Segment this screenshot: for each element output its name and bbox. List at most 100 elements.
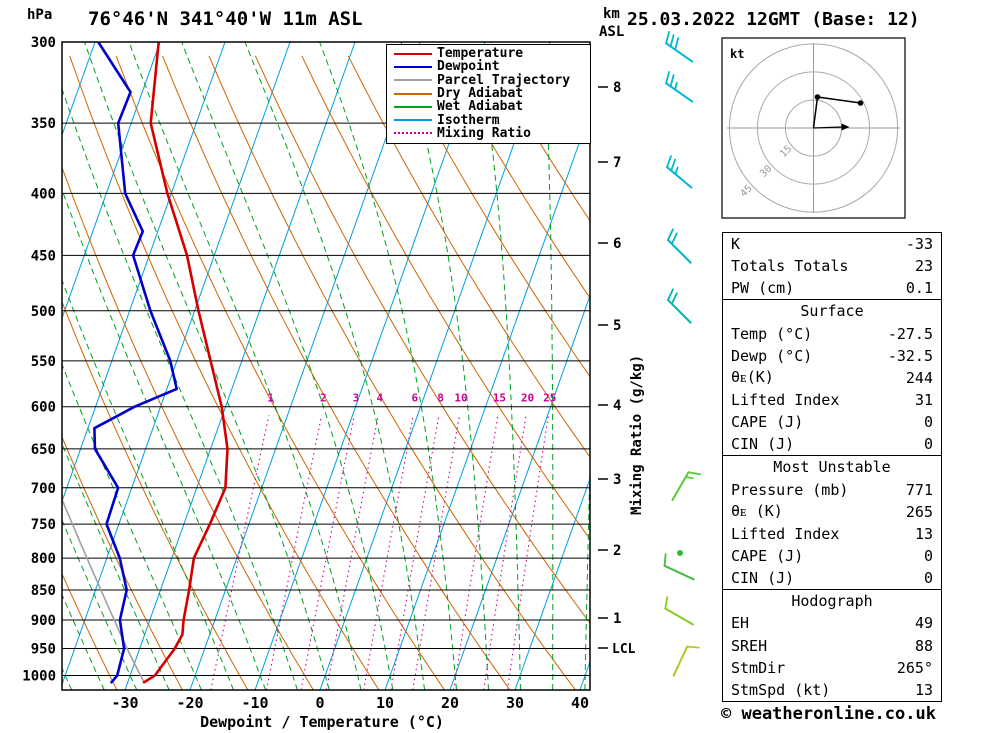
table-row-label: Dewp (°C) — [731, 346, 813, 365]
svg-text:2: 2 — [613, 543, 621, 559]
km-unit-label: km — [603, 6, 620, 22]
svg-text:650: 650 — [31, 442, 56, 458]
table-row-value: 0 — [923, 413, 933, 432]
legend-line-swatch — [394, 132, 432, 135]
mixing-ratio-lines — [210, 415, 549, 690]
svg-text:-30: -30 — [111, 694, 138, 712]
table-row: SREH 88 — [723, 635, 941, 657]
km-axis: 8 7 6 5 4 3 2 1 LCL — [598, 80, 636, 657]
table-row: CIN (J) 0 — [723, 433, 941, 455]
svg-text:850: 850 — [31, 583, 56, 599]
legend-line-swatch — [394, 65, 432, 68]
pressure-tick-labels: 300 350 400 450 500 550 600 650 700 750 800 850 900 9… — [22, 35, 56, 684]
svg-text:1000: 1000 — [22, 668, 56, 684]
svg-text:3: 3 — [353, 392, 360, 405]
svg-text:500: 500 — [31, 304, 56, 320]
temp-axis-title: Dewpoint / Temperature (°C) — [200, 713, 444, 731]
svg-text:10: 10 — [454, 392, 467, 405]
temperature-curve — [142, 42, 229, 684]
svg-text:0: 0 — [315, 694, 324, 712]
indices-table: K -33 Totals Totals 23 PW (cm) 0.1 Surface Temp… — [722, 232, 942, 702]
run-datetime: 25.03.2022 12GMT (Base: 12) — [627, 9, 920, 30]
svg-text:1: 1 — [613, 611, 621, 627]
svg-text:600: 600 — [31, 400, 56, 416]
table-row-label: EH — [731, 614, 750, 633]
table-row: CAPE (J) 0 — [723, 545, 941, 567]
mixing-ratio-axis-label: Mixing Ratio (g/kg) — [629, 355, 645, 515]
svg-text:4: 4 — [613, 398, 621, 414]
svg-text:-10: -10 — [241, 694, 268, 712]
svg-text:1: 1 — [267, 392, 274, 405]
legend-item: Dewpoint — [387, 60, 590, 73]
svg-text:25: 25 — [543, 392, 556, 405]
table-row: Pressure (mb) 771 — [723, 479, 941, 501]
svg-text:800: 800 — [31, 551, 56, 567]
table-section-header: Hodograph — [723, 589, 941, 612]
table-row-label: StmDir — [731, 658, 786, 677]
svg-text:300: 300 — [31, 35, 56, 51]
svg-text:3: 3 — [613, 472, 621, 488]
table-row-value: 265 — [905, 502, 933, 521]
legend-line-swatch — [394, 52, 432, 55]
table-row: θᴇ (K) 265 — [723, 501, 941, 523]
legend-label: Wet Adiabat — [437, 99, 524, 115]
legend-label: Dewpoint — [437, 59, 500, 75]
wind-barb — [671, 471, 701, 501]
table-row: Lifted Index 13 — [723, 523, 941, 545]
table-row-value: 771 — [905, 480, 933, 499]
table-row-label: Totals Totals — [731, 257, 849, 276]
table-row-value: 0 — [923, 569, 933, 588]
wind-barb — [665, 71, 694, 103]
table-row-label: Pressure (mb) — [731, 480, 849, 499]
table-row-value: -32.5 — [887, 346, 933, 365]
svg-text:6: 6 — [412, 392, 419, 405]
svg-text:400: 400 — [31, 186, 56, 202]
legend-label: Isotherm — [437, 112, 500, 128]
svg-text:6: 6 — [613, 236, 621, 252]
svg-text:8: 8 — [437, 392, 444, 405]
table-row-value: 23 — [914, 257, 933, 276]
table-row: PW (cm) 0.1 — [723, 277, 941, 299]
legend-label: Dry Adiabat — [437, 86, 524, 102]
legend-label: Temperature — [437, 46, 524, 62]
svg-text:4: 4 — [377, 392, 384, 405]
table-row: Lifted Index 31 — [723, 389, 941, 411]
table-row: StmDir 265° — [723, 657, 941, 679]
svg-text:30: 30 — [506, 694, 524, 712]
legend: Temperature Dewpoint Parcel Trajectory Dry … — [386, 44, 591, 145]
wind-barb — [672, 645, 700, 677]
table-row: StmSpd (kt) 13 — [723, 679, 941, 701]
pressure-unit-label: hPa — [27, 7, 53, 23]
table-row-value: 0 — [923, 435, 933, 454]
isotherm-lines — [62, 42, 590, 690]
table-row-value: 265° — [896, 658, 933, 677]
table-row-value: -33 — [905, 235, 933, 254]
table-row-value: 13 — [914, 524, 933, 543]
svg-text:950: 950 — [31, 641, 56, 657]
lcl-label: LCL — [612, 642, 636, 657]
hodograph-unit-label: kt — [730, 47, 744, 61]
storm-motion-arrow — [841, 123, 850, 131]
table-row-value: 0.1 — [905, 279, 933, 298]
table-row-value: 88 — [914, 636, 933, 655]
svg-text:2: 2 — [320, 392, 327, 405]
table-row-label: SREH — [731, 636, 768, 655]
wind-calm-dot — [677, 550, 683, 556]
wind-barb — [666, 228, 692, 264]
table-row-value: 13 — [914, 680, 933, 699]
table-row-label: CAPE (J) — [731, 547, 804, 566]
wind-barb — [665, 31, 694, 63]
legend-line-swatch — [394, 119, 432, 122]
table-section-header: Most Unstable — [723, 455, 941, 478]
svg-text:40: 40 — [571, 694, 589, 712]
parcel-trajectory-curve — [62, 497, 145, 683]
legend-line-swatch — [394, 92, 432, 95]
table-row: K -33 — [723, 233, 941, 255]
svg-text:550: 550 — [31, 354, 56, 370]
table-row-label: θᴇ(K) — [731, 368, 774, 387]
table-row: θᴇ(K) 244 — [723, 367, 941, 389]
table-row-label: Temp (°C) — [731, 324, 813, 343]
table-row: CIN (J) 0 — [723, 567, 941, 589]
